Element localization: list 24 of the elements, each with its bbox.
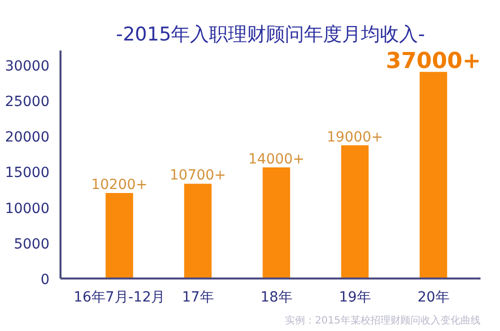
text: 实例：2015年某校招理财顾问收入变化曲线 — [285, 314, 481, 326]
y-tick-label: 0 — [40, 272, 50, 288]
x-tick-label: 17年 — [182, 290, 214, 306]
chart-title: -2015年入职理财顾问年度月均收入- — [116, 24, 426, 46]
y-tick-label: 20000 — [4, 130, 50, 146]
y-tick-label: 10000 — [4, 200, 50, 217]
bar — [341, 145, 369, 278]
data-label: 10200+ — [91, 177, 148, 193]
x-tick-label: 16年7月-12月 — [74, 290, 166, 306]
y-tick-label: 5000 — [14, 236, 50, 252]
bar — [184, 184, 212, 278]
bar — [420, 72, 448, 278]
y-tick-label: 25000 — [4, 94, 50, 110]
data-label: 14000+ — [248, 151, 305, 168]
bar — [106, 193, 134, 278]
y-tick-label: 30000 — [4, 58, 50, 74]
data-label: 19000+ — [326, 129, 384, 146]
x-tick-label: 20年 — [417, 290, 450, 306]
data-label: 10700+ — [170, 168, 226, 184]
x-tick-label: 19年 — [338, 290, 371, 306]
y-tick-label: 15000 — [4, 165, 50, 182]
data-label: 37000+ — [386, 48, 481, 74]
bar — [262, 167, 290, 278]
x-tick-label: 18年 — [260, 290, 292, 306]
